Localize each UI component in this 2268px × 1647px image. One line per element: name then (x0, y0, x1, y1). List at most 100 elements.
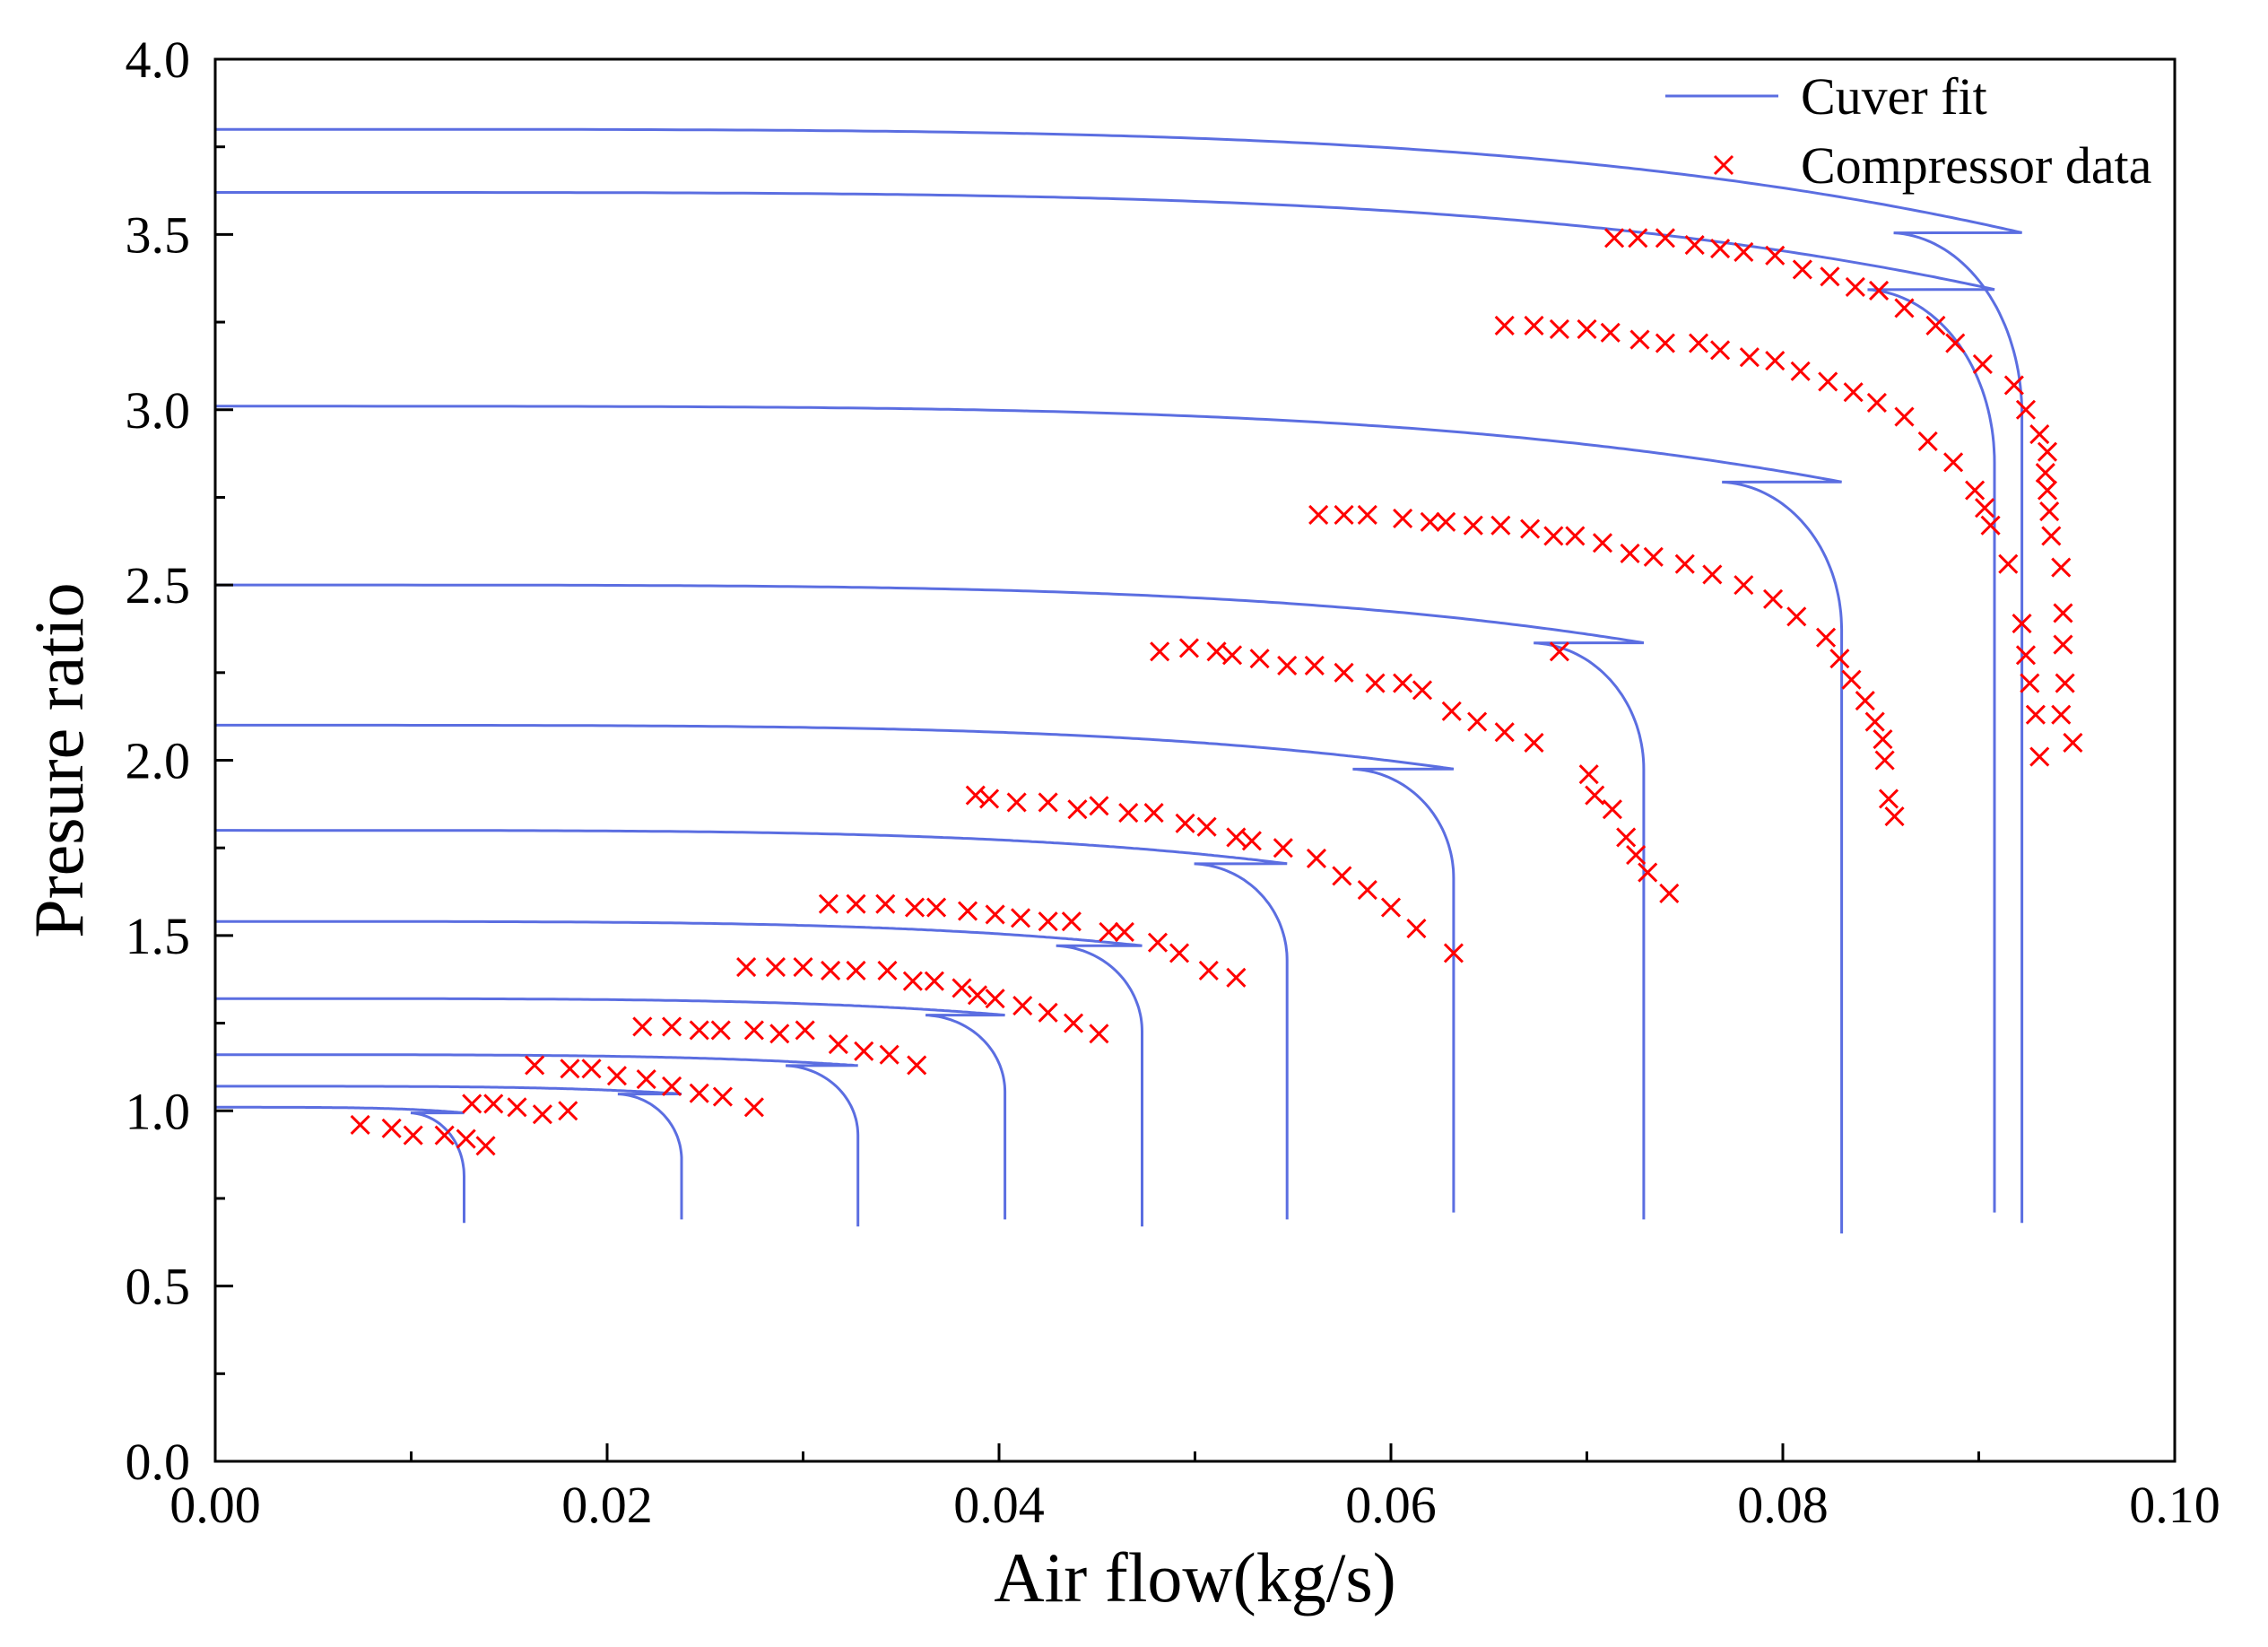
fit-curve-4 (215, 997, 1007, 1220)
data-point (2051, 704, 2072, 725)
y-tick-label: 1.0 (126, 1082, 191, 1140)
data-point (846, 960, 866, 981)
data-point (1099, 921, 1119, 943)
fit-curve-5 (215, 919, 1143, 1227)
data-points-group (350, 228, 2083, 1156)
data-point (2020, 673, 2040, 693)
tick-labels-group: 0.00 0.02 0.04 0.06 0.08 0.10 0.0 0.5 1.0 1.5 2.0 2… (126, 30, 2220, 1534)
data-point (1643, 546, 1664, 567)
data-point (1308, 504, 1329, 526)
data-point (1520, 518, 1541, 539)
data-point (957, 901, 978, 921)
data-point (1006, 792, 1027, 813)
data-point (2037, 441, 2058, 462)
data-point (456, 1128, 476, 1149)
data-point (743, 1097, 764, 1118)
data-point (1600, 322, 1621, 343)
data-point (1765, 350, 1786, 371)
data-point (381, 1118, 402, 1138)
data-point (1490, 515, 1511, 536)
data-point (1206, 641, 1227, 662)
data-point (2055, 673, 2075, 693)
fit-curve-1 (215, 1105, 465, 1224)
x-tick-label: 0.04 (953, 1476, 1045, 1534)
data-point (507, 1097, 527, 1118)
data-point (1604, 228, 1625, 248)
data-point (1089, 796, 1109, 816)
data-point (712, 1086, 733, 1107)
data-point (952, 978, 972, 998)
data-point (1114, 921, 1134, 943)
data-point (1380, 897, 1402, 918)
data-point (1710, 238, 1731, 259)
data-point (1629, 329, 1650, 350)
data-point (1792, 259, 1812, 280)
data-point (904, 897, 925, 918)
data-point (1334, 504, 1354, 526)
data-point (462, 1094, 482, 1114)
data-point (1221, 645, 1243, 666)
plot-frame (213, 57, 2177, 1463)
data-point (2029, 424, 2050, 445)
data-point (1365, 673, 1386, 693)
y-axis-title: Presure ratio (20, 582, 98, 937)
data-point (1626, 844, 1647, 866)
data-point (907, 1055, 927, 1076)
y-tick-label: 0.5 (126, 1258, 191, 1316)
data-point (1443, 943, 1464, 963)
data-point (1917, 431, 1938, 451)
data-point (1688, 333, 1709, 353)
data-point (1549, 318, 1569, 339)
data-point (1980, 515, 2001, 536)
data-point (2053, 634, 2073, 655)
data-point (1734, 575, 1754, 596)
data-point (1012, 995, 1033, 1016)
data-point (532, 1104, 552, 1125)
fit-curve-10 (215, 191, 1996, 1213)
data-point (1226, 827, 1247, 848)
legend-x-marker (1713, 154, 1734, 176)
data-point (1659, 883, 1680, 904)
data-point (1734, 241, 1754, 262)
data-point (1420, 511, 1440, 532)
data-point (1855, 691, 1875, 711)
data-point (1655, 228, 1675, 248)
y-tick-label: 3.5 (126, 205, 191, 264)
data-point (1277, 655, 1298, 676)
data-point (736, 956, 757, 978)
data-point (1925, 315, 1946, 336)
data-point (1585, 785, 1605, 806)
data-point (689, 1020, 709, 1041)
data-point (1873, 728, 1893, 750)
data-point (1765, 245, 1786, 266)
data-point (2012, 614, 2032, 634)
data-point (846, 893, 866, 914)
data-point (1577, 318, 1597, 339)
data-point (1494, 722, 1515, 743)
data-point (662, 1076, 682, 1096)
data-point (1118, 803, 1139, 824)
data-point (2029, 746, 2050, 767)
data-point (560, 1059, 580, 1079)
data-point (875, 893, 896, 914)
data-point (1620, 543, 1640, 564)
data-point (1843, 382, 1864, 403)
data-point (1866, 392, 1887, 413)
data-point (2015, 399, 2037, 420)
x-axis-title: Air flow(kg/s) (994, 1538, 1395, 1616)
data-point (2051, 557, 2072, 578)
data-point (636, 1069, 656, 1090)
data-point (1628, 228, 1648, 248)
data-point (1702, 564, 1723, 585)
legend-label-curve-fit: Cuver fit (1801, 67, 1987, 126)
data-point (1818, 371, 1838, 392)
data-point (662, 1016, 682, 1037)
data-point (2035, 463, 2055, 484)
data-point (1894, 406, 1915, 427)
data-point (985, 904, 1005, 925)
data-point (1357, 880, 1377, 901)
data-point (1602, 799, 1622, 820)
data-point (1878, 789, 1899, 809)
data-point (1943, 452, 1964, 473)
